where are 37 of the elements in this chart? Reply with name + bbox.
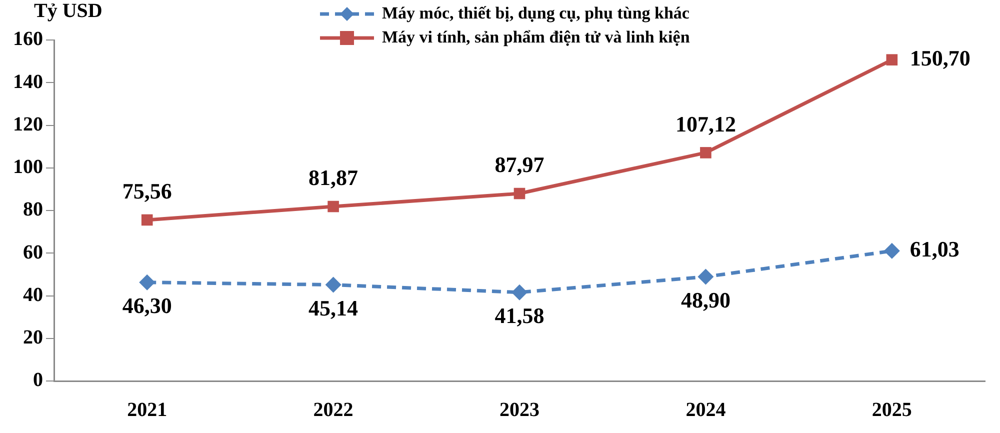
y-axis-title: Tỷ USD [34, 0, 102, 22]
y-tick-label: 20 [23, 326, 43, 349]
data-label: 61,03 [910, 236, 960, 262]
data-label: 150,70 [910, 46, 970, 71]
data-label: 81,87 [308, 165, 358, 190]
y-tick-label: 60 [23, 241, 43, 264]
data-label: 87,97 [494, 152, 544, 178]
point [325, 276, 342, 293]
y-tick-label: 0 [33, 369, 43, 392]
point [512, 284, 528, 300]
y-tick-label: 100 [13, 156, 43, 178]
data-label: 75,56 [122, 178, 172, 204]
y-tick-label: 40 [23, 284, 43, 306]
y-tick-label: 160 [13, 28, 43, 50]
point [700, 147, 712, 158]
data-label: 41,58 [494, 303, 544, 328]
x-tick-label: 2024 [686, 399, 726, 422]
legend-label: Máy vi tính, sản phẩm điện tử và linh kiện [382, 27, 690, 46]
point [328, 200, 339, 212]
point [884, 242, 900, 259]
data-label: 107,12 [675, 111, 736, 136]
legend-label: Máy móc, thiết bị, dụng cụ, phụ tùng khác [382, 3, 690, 22]
data-label: 48,90 [680, 287, 730, 312]
point [514, 188, 526, 200]
data-label: 46,30 [122, 293, 172, 318]
data-label: 45,14 [308, 295, 358, 320]
x-tick-label: 2022 [313, 399, 354, 422]
x-tick-label: 2023 [500, 399, 540, 422]
x-tick-label: 2021 [127, 399, 168, 422]
x-tick-label: 2025 [872, 399, 912, 422]
point [698, 268, 714, 285]
point [886, 54, 898, 66]
y-tick-label: 120 [13, 113, 43, 136]
point [141, 214, 153, 226]
y-tick-label: 140 [13, 70, 43, 93]
y-tick-label: 80 [23, 198, 43, 221]
point [139, 274, 156, 290]
